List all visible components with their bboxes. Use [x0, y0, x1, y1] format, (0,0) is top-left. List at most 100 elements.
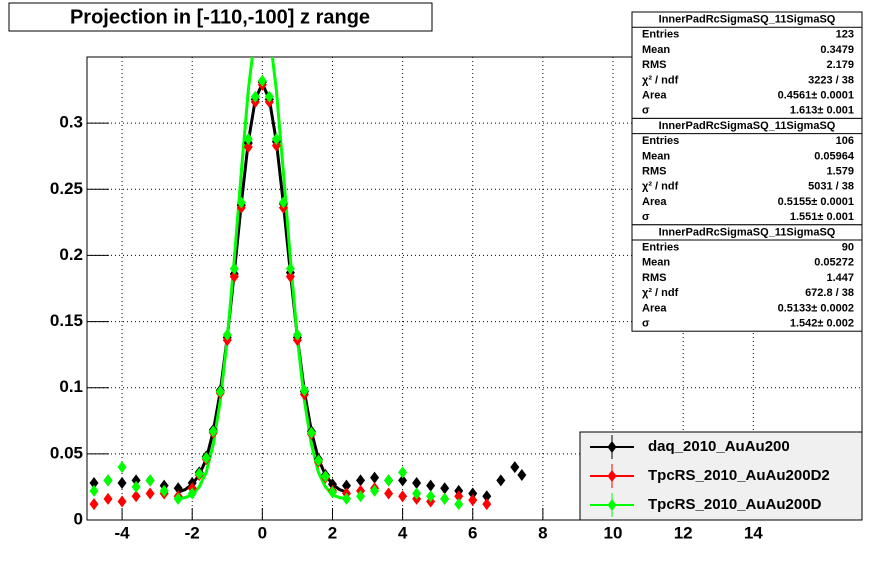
- data-point: [117, 495, 127, 508]
- data-point: [468, 494, 478, 507]
- data-point: [454, 490, 464, 503]
- data-point: [194, 467, 204, 480]
- data-point: [243, 140, 253, 153]
- data-point: [292, 328, 302, 341]
- data-point: [454, 498, 464, 511]
- data-point: [327, 478, 337, 491]
- stats-value: 1.447: [826, 272, 854, 284]
- y-tick-label: 0.1: [59, 377, 83, 396]
- data-point: [173, 492, 183, 505]
- stats-value: 123: [836, 29, 854, 41]
- data-point: [306, 426, 316, 439]
- stats-box: [631, 117, 863, 226]
- stats-value: 0.05272: [814, 257, 854, 269]
- data-point: [131, 474, 141, 487]
- data-point: [271, 133, 281, 146]
- x-tick-label: 10: [604, 523, 623, 542]
- stats-value: 90: [842, 242, 854, 254]
- stats-label: RMS: [642, 59, 666, 71]
- data-point: [482, 498, 492, 511]
- data-point: [468, 487, 478, 500]
- data-point: [384, 487, 394, 500]
- data-point: [103, 492, 113, 505]
- stats-value: 0.5155± 0.0001: [778, 196, 854, 208]
- data-point: [89, 476, 99, 489]
- x-tick-label: 8: [538, 523, 547, 542]
- stats-value: 1.551± 0.001: [790, 211, 854, 223]
- data-point: [398, 474, 408, 487]
- stats-label: Entries: [642, 29, 679, 41]
- stats-label: Mean: [642, 150, 670, 162]
- legend-marker: [607, 499, 617, 511]
- stats-label: Area: [642, 90, 667, 102]
- data-point: [356, 474, 366, 487]
- data-point: [117, 476, 127, 489]
- stats-label: Entries: [642, 242, 679, 254]
- fit-curve: [177, 57, 347, 501]
- y-tick-label: 0.05: [50, 443, 83, 462]
- stats-label: RMS: [642, 166, 666, 178]
- stats-title: InnerPadRcSigmaSQ_11SigmaSQ: [659, 14, 836, 26]
- data-point: [236, 196, 246, 209]
- stats-label: Entries: [642, 135, 679, 147]
- stats-value: 1.542± 0.002: [790, 318, 854, 330]
- data-point: [257, 74, 267, 87]
- legend-label: daq_2010_AuAu200: [648, 438, 790, 455]
- data-point: [327, 486, 337, 499]
- data-point: [342, 479, 352, 492]
- data-point: [440, 492, 450, 505]
- data-point: [510, 461, 520, 474]
- data-point: [398, 490, 408, 503]
- data-point: [482, 490, 492, 503]
- data-point: [342, 492, 352, 505]
- stats-value: 1.613± 0.001: [790, 105, 854, 117]
- stats-label: χ² / ndf: [642, 287, 679, 299]
- data-point: [131, 490, 141, 503]
- y-tick-label: 0.15: [50, 311, 83, 330]
- data-point: [208, 425, 218, 438]
- stats-label: Mean: [642, 257, 670, 269]
- y-tick-label: 0: [74, 509, 83, 528]
- data-point: [145, 474, 155, 487]
- stats-title: InnerPadRcSigmaSQ_11SigmaSQ: [659, 226, 836, 238]
- legend-marker: [607, 470, 617, 482]
- stats-value: 0.5133± 0.0002: [778, 302, 854, 314]
- data-point: [250, 90, 260, 103]
- data-point: [229, 270, 239, 283]
- data-point: [384, 474, 394, 487]
- data-point: [89, 484, 99, 497]
- stats-value: 0.4561± 0.0001: [778, 90, 854, 102]
- chart-title: Projection in [-110,-100] z range: [70, 6, 370, 28]
- data-point: [215, 385, 225, 398]
- x-tick-label: 0: [258, 523, 267, 542]
- data-point: [313, 454, 323, 467]
- data-point: [426, 479, 436, 492]
- data-point: [222, 328, 232, 341]
- y-tick-label: 0.2: [59, 245, 83, 264]
- data-point: [145, 487, 155, 500]
- data-point: [412, 487, 422, 500]
- stats-value: 106: [836, 135, 854, 147]
- stats-value: 2.179: [826, 59, 854, 71]
- x-tick-label: -2: [185, 523, 200, 542]
- stats-box: [631, 224, 863, 332]
- data-point: [159, 484, 169, 497]
- legend-label: TpcRS_2010_AuAu200D2: [648, 467, 830, 484]
- x-tick-label: 6: [468, 523, 477, 542]
- stats-value: 0.05964: [814, 150, 855, 162]
- data-point: [201, 451, 211, 464]
- data-point: [243, 133, 253, 146]
- data-point: [278, 196, 288, 209]
- stats-value: 3223 / 38: [808, 74, 854, 86]
- legend-label: TpcRS_2010_AuAu200D: [648, 496, 822, 513]
- stats-value: 0.3479: [820, 44, 854, 56]
- data-point: [496, 474, 506, 487]
- data-point: [440, 482, 450, 495]
- data-point: [229, 262, 239, 275]
- title-box: [8, 2, 433, 32]
- y-tick-label: 0.3: [59, 113, 83, 132]
- data-point: [103, 474, 113, 487]
- data-point: [89, 498, 99, 511]
- stats-label: σ: [642, 105, 650, 117]
